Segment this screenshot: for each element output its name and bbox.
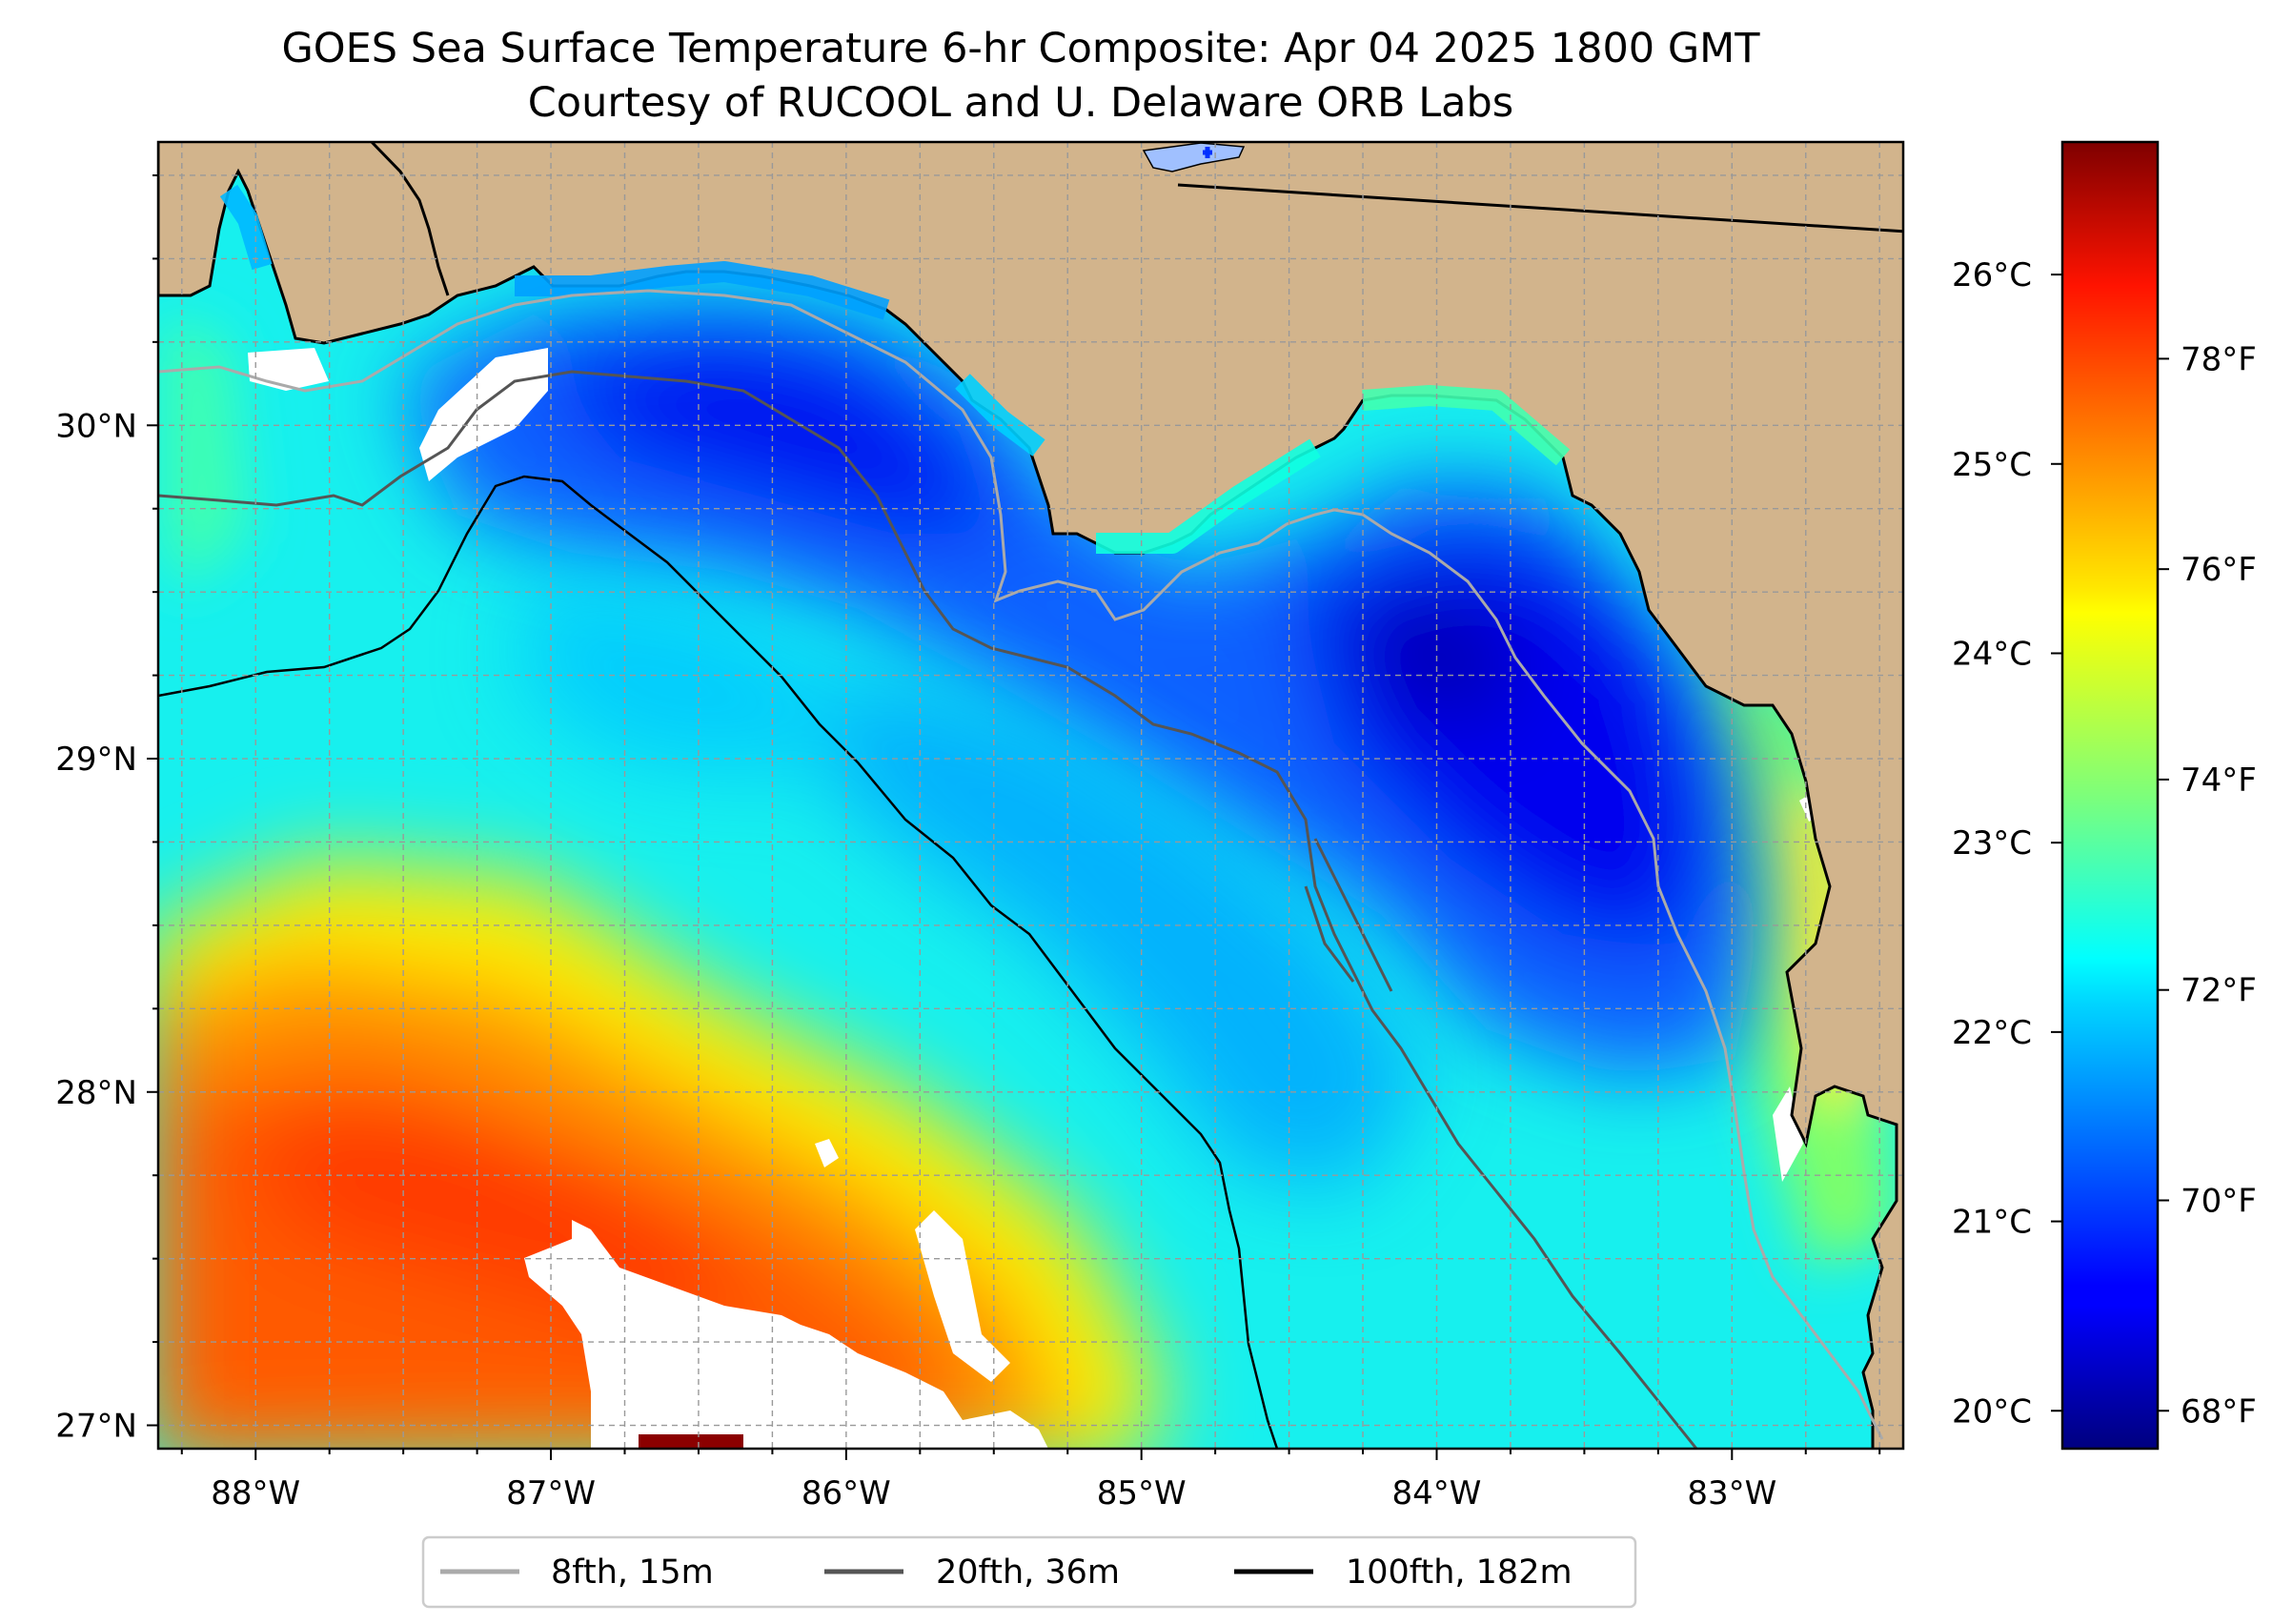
lat-axis: 27°N 28°N 29°N 30°N	[55, 173, 158, 1446]
state-boundaries	[370, 142, 1903, 296]
lon-tick-label: 84°W	[1392, 1474, 1482, 1512]
fahrenheit-tick-label: 76°F	[2181, 551, 2257, 589]
chart-title: GOES Sea Surface Temperature 6-hr Compos…	[281, 25, 1760, 72]
map-panel	[158, 142, 1903, 1449]
fahrenheit-tick-label: 70°F	[2181, 1182, 2257, 1220]
chart-subtitle: Courtesy of RUCOOL and U. Delaware ORB L…	[528, 79, 1513, 127]
lat-tick-label: 30°N	[55, 407, 137, 445]
lon-tick-label: 87°W	[506, 1474, 596, 1512]
celsius-tick-label: 22°C	[1952, 1014, 2032, 1052]
lon-tick-label: 83°W	[1687, 1474, 1776, 1512]
fahrenheit-tick-label: 74°F	[2181, 761, 2257, 800]
legend-box	[421, 1535, 1637, 1609]
river-marker	[1203, 147, 1212, 158]
colorbar-gradient	[2060, 140, 2160, 1451]
fahrenheit-tick-label: 78°F	[2181, 340, 2257, 378]
lon-tick-label: 88°W	[211, 1474, 300, 1512]
legend-label-8fth: 8fth, 15m	[551, 1553, 714, 1592]
lat-tick-label: 27°N	[55, 1408, 137, 1446]
lon-tick-label: 86°W	[802, 1474, 891, 1512]
sst-cold-shelf	[400, 295, 1763, 1077]
coastal-fringe	[219, 184, 1571, 554]
celsius-tick-label: 23°C	[1952, 824, 2032, 863]
isobath-8fth	[158, 289, 1884, 1440]
colorbar-fahrenheit-axis: 68°F 70°F 72°F 74°F 76°F 78°F	[2158, 340, 2257, 1431]
colorbar: 20°C 21°C 22°C 23°C 24°C 25°C 26°C 68°F 70°F 72°…	[1952, 140, 2257, 1451]
isobath-20fth	[158, 370, 1698, 1449]
celsius-tick-label: 21°C	[1952, 1204, 2032, 1242]
map-frame	[156, 140, 1905, 1451]
isobath-100fth	[158, 475, 1279, 1449]
isobath-legend: 8fth, 15m 20fth, 36m 100fth, 182m	[421, 1535, 1637, 1609]
colorbar-celsius-axis: 20°C 21°C 22°C 23°C 24°C 25°C 26°C	[1952, 256, 2062, 1431]
lat-tick-label: 28°N	[55, 1074, 137, 1112]
lon-tick-label: 85°W	[1097, 1474, 1187, 1512]
celsius-tick-label: 20°C	[1952, 1392, 2032, 1431]
celsius-tick-label: 25°C	[1952, 446, 2032, 484]
legend-label-100fth: 100fth, 182m	[1346, 1553, 1573, 1592]
fahrenheit-tick-label: 72°F	[2181, 972, 2257, 1010]
celsius-tick-label: 26°C	[1952, 256, 2032, 294]
lon-axis: 88°W 87°W 86°W 85°W 84°W 83°W	[180, 1449, 1881, 1512]
fahrenheit-tick-label: 68°F	[2181, 1392, 2257, 1431]
sst-warm-pool	[158, 858, 1163, 1449]
celsius-tick-label: 24°C	[1952, 635, 2032, 673]
inland-waters	[1142, 142, 1246, 173]
gridlines	[158, 142, 1903, 1449]
lat-tick-label: 29°N	[55, 741, 137, 779]
legend-label-20fth: 20fth, 36m	[936, 1553, 1120, 1592]
no-data-red-specks	[639, 1434, 743, 1449]
